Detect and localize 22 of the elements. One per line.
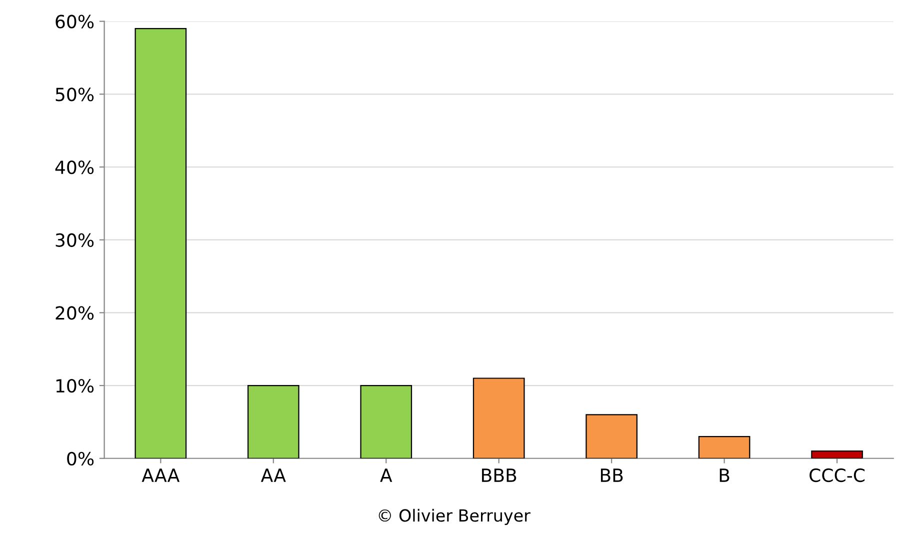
bar: [586, 414, 638, 458]
y-tick-label: 20%: [56, 306, 94, 320]
y-tick-label: 60%: [56, 14, 94, 28]
bar: [811, 450, 863, 458]
x-tick-label: AA: [260, 468, 286, 482]
text: © Olivier Berruyer: [378, 508, 530, 526]
y-tick-label: 50%: [56, 88, 94, 102]
bar: [472, 378, 525, 458]
bar: [247, 384, 300, 458]
x-tick-label: A: [380, 468, 392, 482]
bar: [360, 384, 412, 458]
y-tick-label: 0%: [67, 452, 94, 466]
y-tick-label: 10%: [56, 378, 94, 393]
x-tick-label: BBB: [482, 468, 516, 482]
x-tick-label: BB: [600, 468, 623, 482]
bar: [134, 28, 187, 458]
x-tick-label: AAA: [142, 468, 180, 482]
y-tick-label: 30%: [56, 233, 94, 247]
bar: [698, 436, 750, 458]
y-tick-label: 40%: [55, 160, 94, 174]
x-tick-label: B: [720, 468, 730, 482]
x-tick-label: CCC-C: [810, 468, 865, 482]
